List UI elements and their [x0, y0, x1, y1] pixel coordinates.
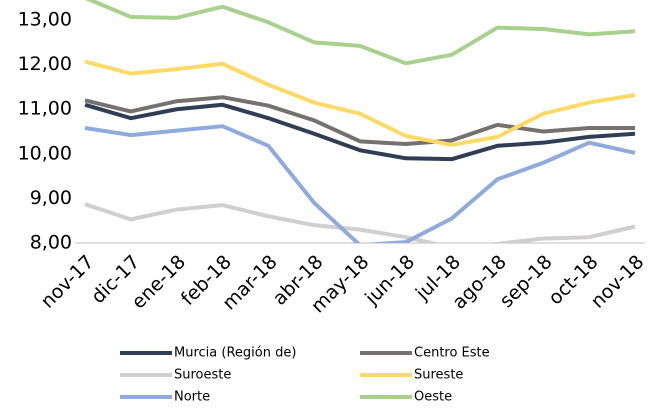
y-tick-label: 13,00 — [18, 9, 72, 31]
legend-label: Centro Este — [414, 346, 490, 361]
line-series — [84, 102, 636, 162]
legend-label: Murcia (Región de) — [174, 346, 296, 361]
line-series — [84, 59, 636, 147]
legend-label: Suroeste — [174, 368, 231, 383]
legend-label: Norte — [174, 390, 210, 405]
x-tick-label: jun-18 — [360, 251, 419, 310]
plot-area — [84, 0, 636, 243]
x-tick-label: sep-18 — [495, 251, 556, 312]
legend-label: Oeste — [414, 390, 452, 405]
y-tick-label: 10,00 — [18, 142, 72, 164]
y-tick-label: 12,00 — [18, 53, 72, 75]
y-tick-label: 8,00 — [30, 232, 72, 254]
line-series — [84, 124, 636, 243]
line-series — [84, 202, 636, 243]
y-tick-label: 11,00 — [18, 98, 72, 120]
x-tick-label: nov-17 — [37, 251, 99, 313]
legend-label: Sureste — [414, 368, 463, 383]
line-series — [85, 0, 636, 66]
y-tick-label: 9,00 — [30, 187, 72, 209]
line-series — [84, 95, 635, 147]
